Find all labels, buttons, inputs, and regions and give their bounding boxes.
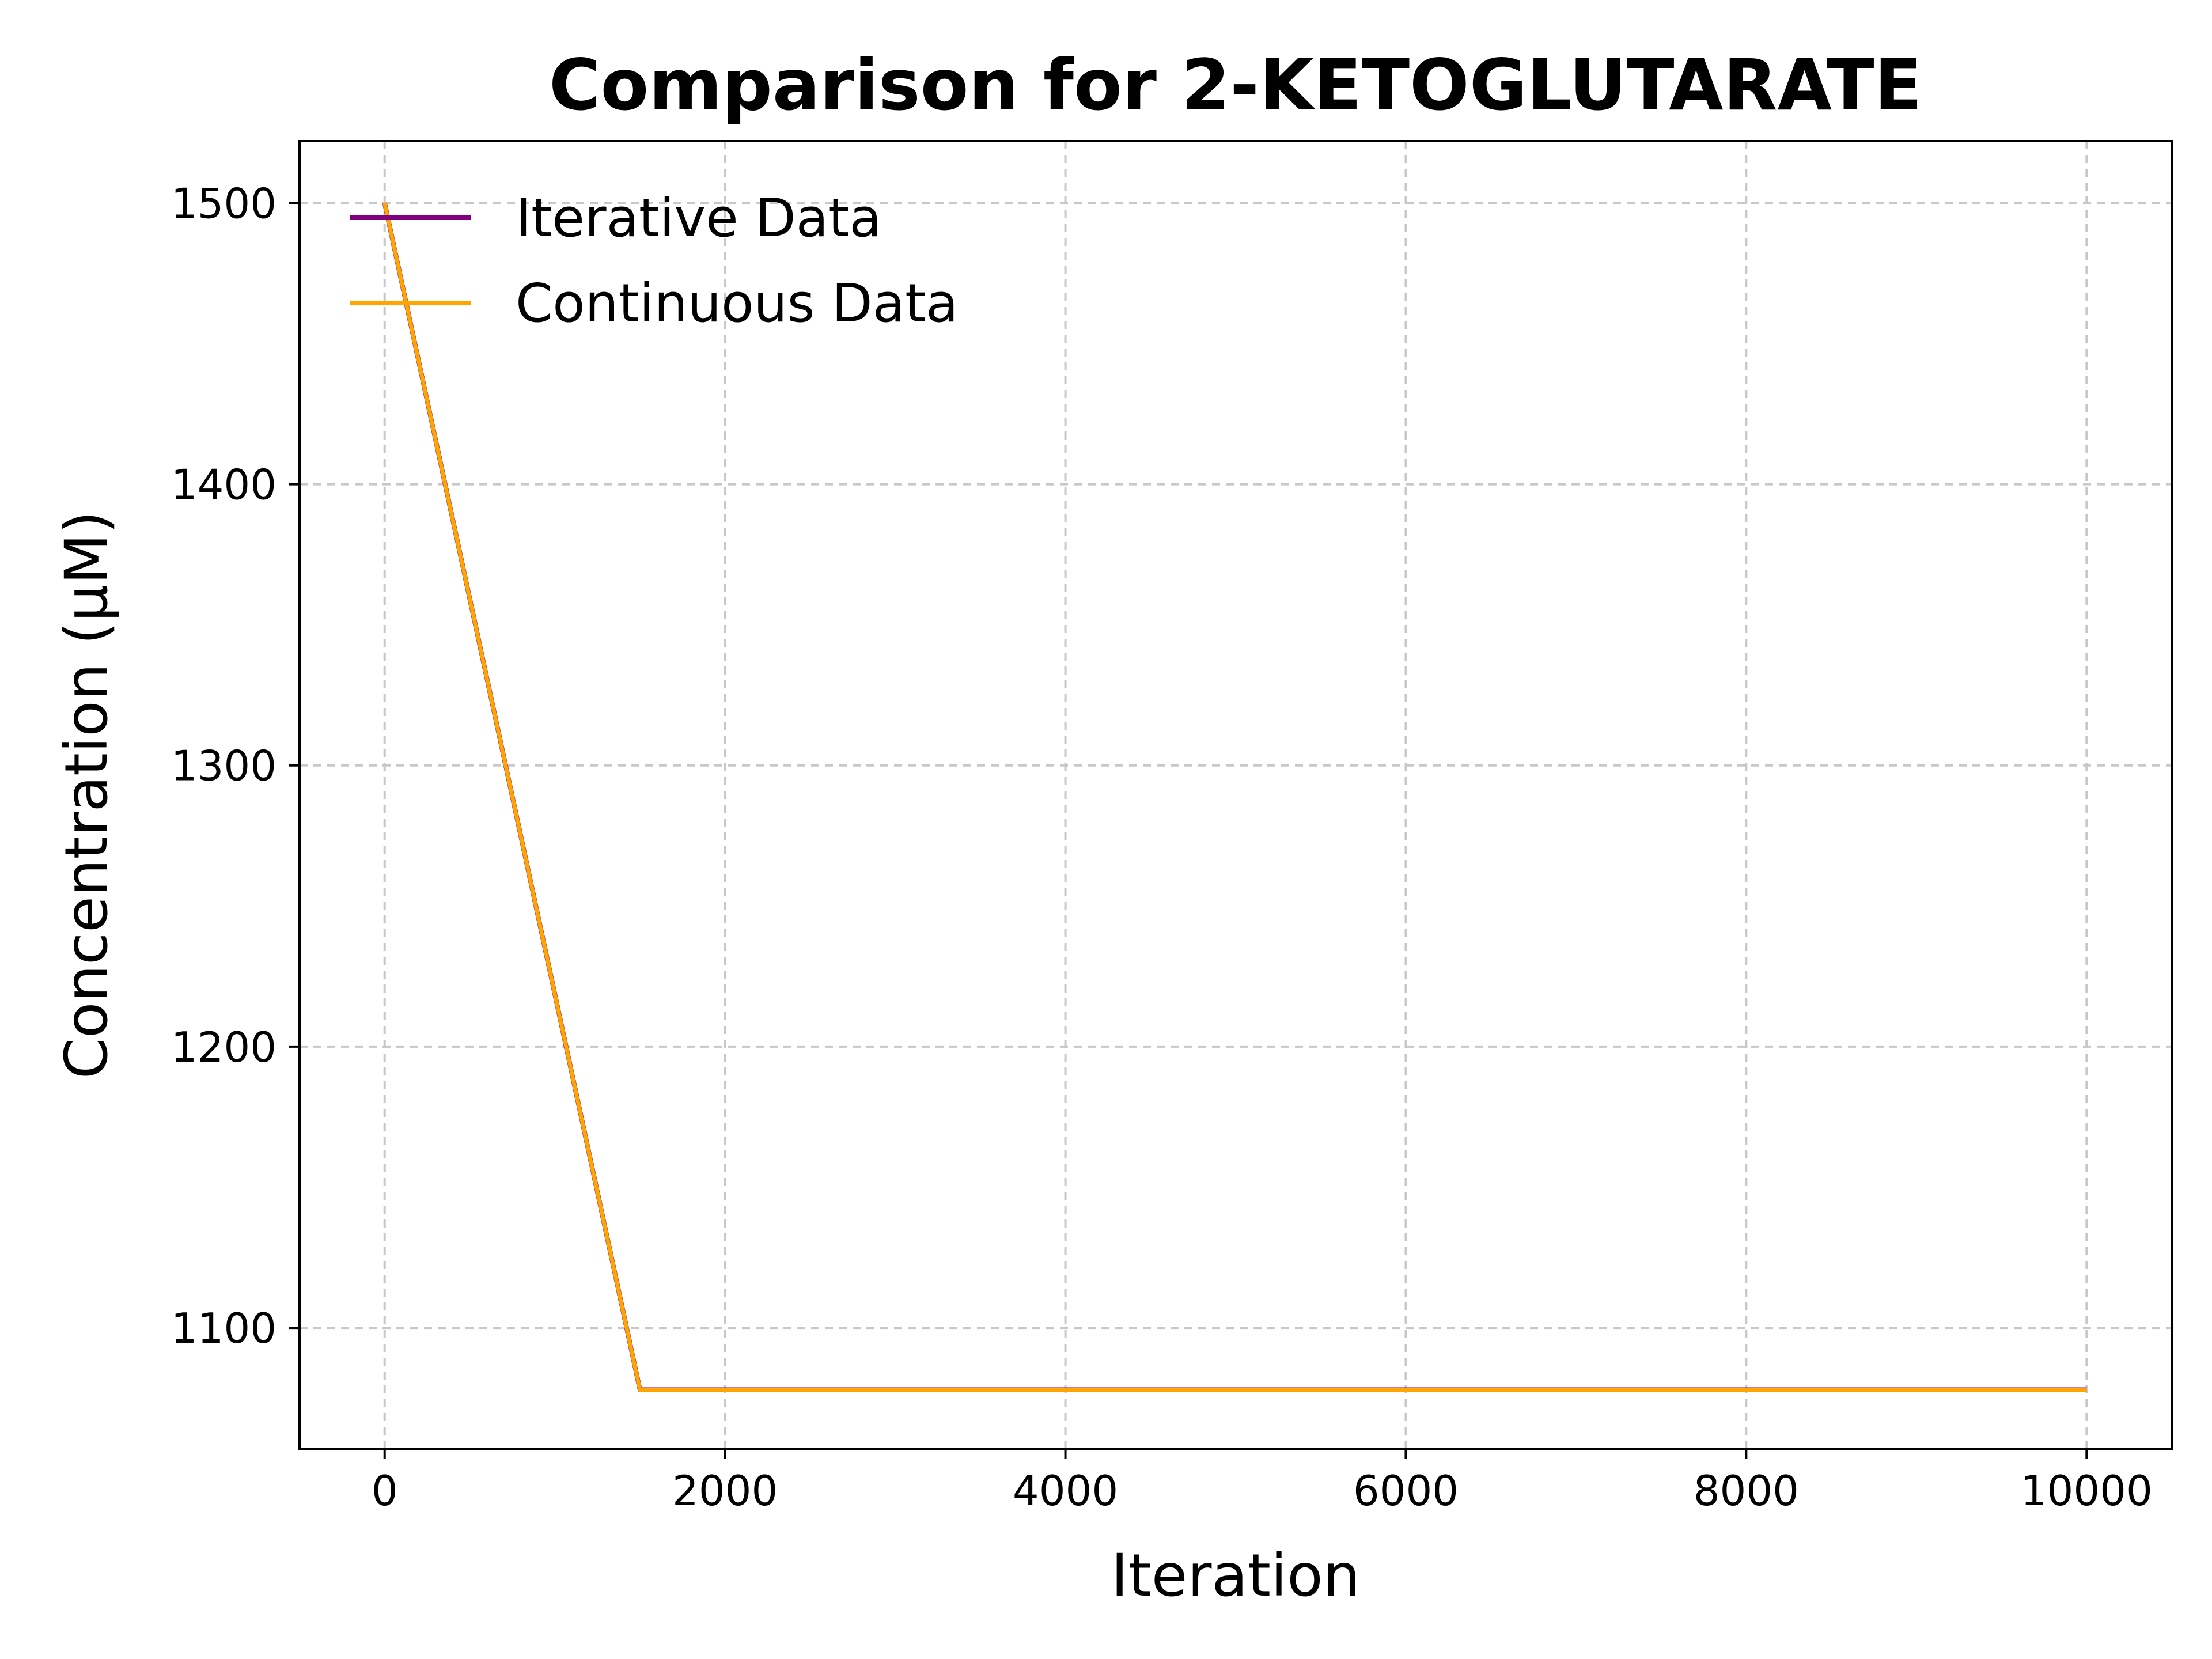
grid bbox=[300, 141, 2172, 1449]
x-tick-label: 6000 bbox=[1353, 1467, 1459, 1515]
chart-title: Comparison for 2-KETOGLUTARATE bbox=[549, 44, 1922, 126]
x-axis-label: Iteration bbox=[1111, 1541, 1361, 1610]
plot-lines bbox=[382, 202, 2087, 1392]
x-tick-label: 10000 bbox=[2021, 1467, 2153, 1515]
x-tick-label: 0 bbox=[372, 1467, 398, 1515]
y-axis-label: Concentration (μM) bbox=[52, 511, 121, 1079]
series-line-2 bbox=[382, 202, 2087, 1392]
y-tick-label: 1100 bbox=[171, 1304, 276, 1353]
x-tick-label: 8000 bbox=[1694, 1467, 1799, 1515]
legend-label-1: Iterative Data bbox=[516, 187, 882, 249]
axis-ticks: 0 2000 4000 6000 8000 10000 1100 1200 1300 1400 15… bbox=[171, 179, 2153, 1515]
y-tick-label: 1500 bbox=[171, 179, 276, 228]
legend: Iterative Data Continuous Data bbox=[350, 187, 959, 334]
y-tick-label: 1200 bbox=[171, 1023, 276, 1071]
plot-frame bbox=[298, 140, 2173, 1450]
x-tick-label: 2000 bbox=[672, 1467, 778, 1515]
legend-label-2: Continuous Data bbox=[516, 272, 959, 334]
y-tick-label: 1400 bbox=[171, 461, 276, 509]
y-tick-label: 1300 bbox=[171, 742, 276, 790]
x-tick-label: 4000 bbox=[1013, 1467, 1118, 1515]
